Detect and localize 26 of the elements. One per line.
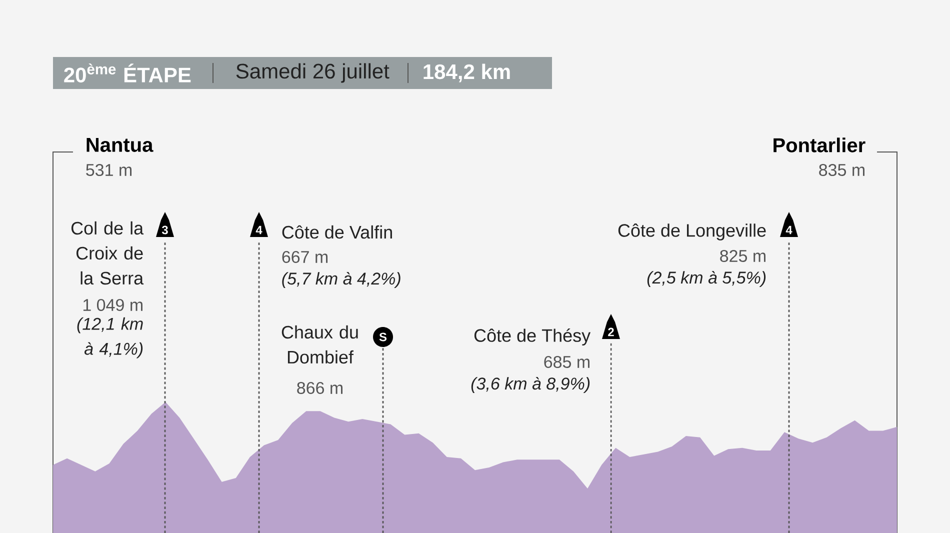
text: (5,7 km à 4,2%) xyxy=(282,272,400,288)
text: 4 xyxy=(256,226,262,234)
text: 1 049 m xyxy=(83,298,142,311)
text: Nantua xyxy=(86,138,154,152)
text: Pontarlier xyxy=(774,138,866,152)
text: Côte de Thésy xyxy=(474,328,591,346)
text: 825 m xyxy=(720,250,766,262)
text: S xyxy=(379,332,387,342)
text: (2,5 km à 5,5%) xyxy=(647,270,766,287)
text: 4 xyxy=(786,226,792,234)
text: Côte de Valfin xyxy=(282,225,392,239)
text: 3 xyxy=(162,226,168,234)
text: (3,6 km à 8,9%) xyxy=(471,376,590,393)
text: Côte de Longeville xyxy=(618,224,766,240)
text: (12,1 km à 4,1%) xyxy=(77,317,143,358)
text: 835 m xyxy=(819,164,864,176)
text: 685 m xyxy=(544,356,590,368)
chart-title: 20$^{ème}$ ÉTAPE xyxy=(64,64,191,82)
text: 866 m xyxy=(297,382,342,394)
text: 667 m xyxy=(282,250,328,263)
chart-subtitle: Samedi 26 juillet xyxy=(236,63,390,83)
text: 2 xyxy=(608,328,614,336)
text: Col de la Croix de la Serra xyxy=(71,221,144,285)
text: Chaux du Dombief xyxy=(282,325,358,364)
text: 531 m xyxy=(86,164,132,176)
text: 184,2 km xyxy=(424,64,510,82)
